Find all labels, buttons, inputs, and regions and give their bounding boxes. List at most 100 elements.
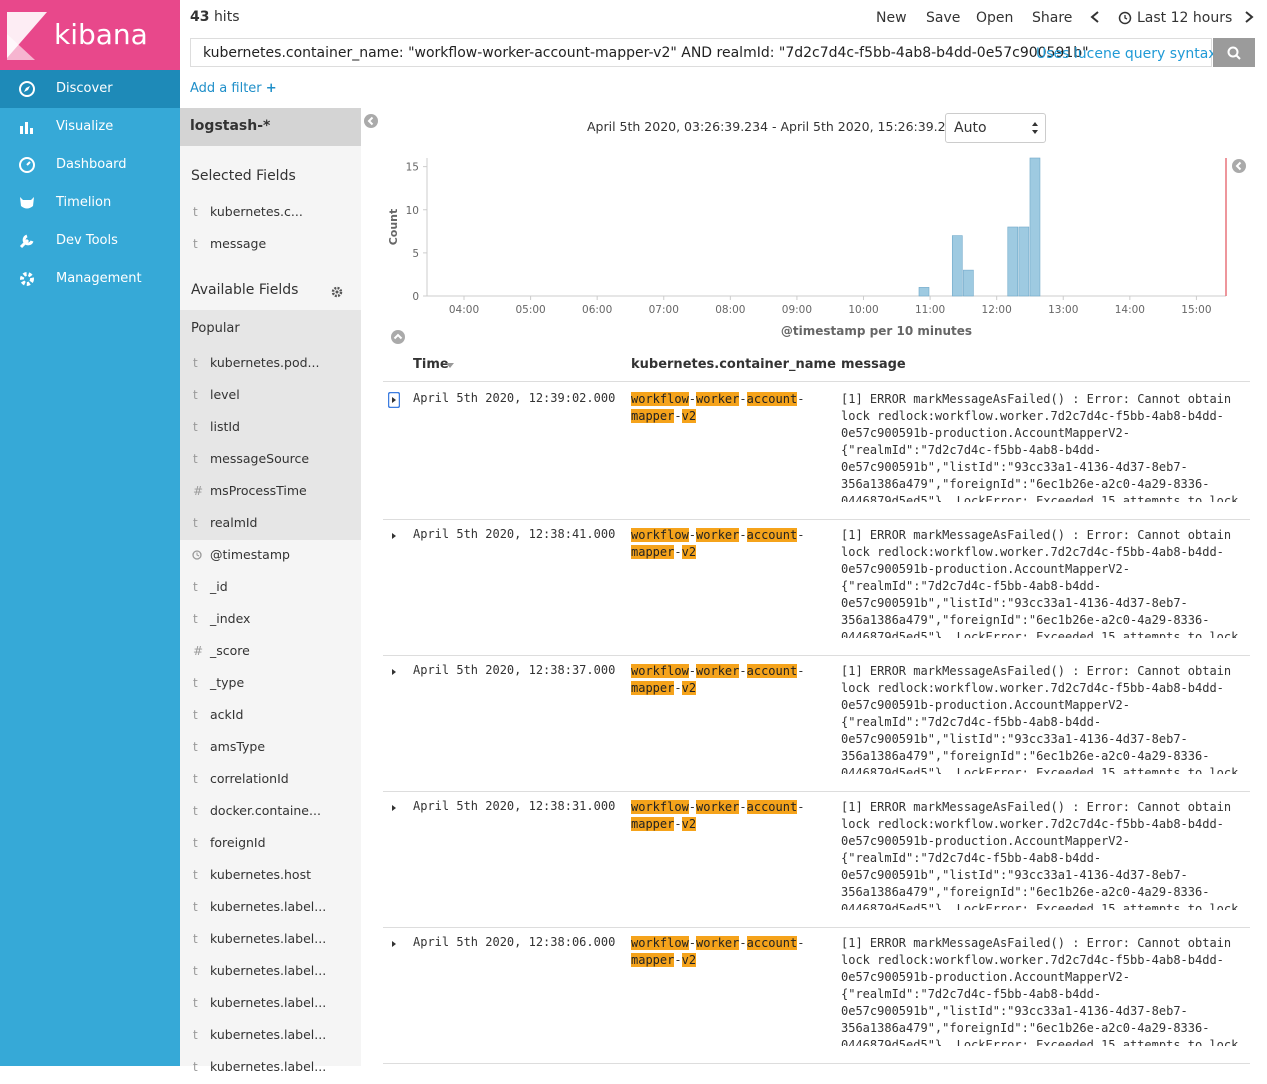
next-page[interactable] [1231,158,1247,174]
separator: - [797,800,805,814]
nav-label: Discover [56,81,113,96]
nav-icon [20,197,34,209]
index-pattern[interactable]: logstash-* [180,108,361,146]
field-item[interactable]: t foreignId [180,828,361,860]
sort-icon[interactable] [446,363,454,369]
field-name: level [210,387,240,402]
bar [951,235,963,297]
query-text: kubernetes.container_name: "workflow-wor… [203,45,1089,61]
hits: 43 hits [190,9,239,25]
time-picker[interactable]: Last 12 hours [1137,10,1233,26]
top-action[interactable]: Save [926,10,961,26]
field-type: t [193,205,198,219]
field-type: t [193,804,198,818]
field-item[interactable]: t kubernetes.label... [180,1052,361,1084]
y-tick-label: 0 [412,291,419,303]
nav-item[interactable]: Dashboard [0,146,180,184]
doc-time: April 5th 2020, 12:38:31.000 [413,799,616,813]
hits-count: 43 [190,9,210,25]
field-name: amsType [210,739,266,754]
top-action[interactable]: New [876,10,907,26]
logo[interactable]: kibana [0,0,180,75]
field-type: t [193,420,198,434]
nav-item[interactable]: Timelion [0,184,180,222]
top-action[interactable]: Share [1032,10,1073,26]
highlight: workflow [631,936,689,950]
field-item[interactable]: t kubernetes.label... [180,988,361,1020]
top-action[interactable]: Open [976,10,1014,26]
field-item[interactable]: t ackId [180,700,361,732]
doc-time: April 5th 2020, 12:39:02.000 [413,391,616,405]
field-type: t [193,772,198,786]
search-button[interactable] [1213,38,1255,67]
field-item[interactable]: t _id [180,572,361,604]
doc-container: workflow-worker-account-mapper-v2 [631,935,823,969]
field-type: t [193,580,198,594]
collapse-chart[interactable] [390,329,406,345]
field-item[interactable]: t kubernetes.host [180,860,361,892]
x-tick-label: 14:00 [1115,304,1145,316]
field-item[interactable]: t kubernetes.label... [180,956,361,988]
x-tick-label: 15:00 [1181,304,1211,316]
field-name: messageSource [210,451,310,466]
interval-value: Auto [954,120,987,136]
field-name: kubernetes.host [210,867,311,882]
field-type: t [193,516,198,530]
field-type: t [193,452,198,466]
separator: - [688,664,697,678]
field-item[interactable]: t message [180,229,361,261]
column-header: kubernetes.container_name [631,357,836,372]
separator: - [797,936,805,950]
separator: - [688,528,697,542]
nav-item[interactable]: Discover [0,70,180,108]
field-item[interactable]: t kubernetes.label... [180,1020,361,1052]
highlight: mapper [631,953,675,967]
doc-message: [1] ERROR markMessageAsFailed() : Error:… [841,936,1239,1046]
add-filter-label: Add a filter [190,81,262,96]
expand-toggle[interactable] [388,528,400,544]
field-item[interactable]: t kubernetes.label... [180,924,361,956]
add-filter[interactable]: Add a filter + [190,81,277,96]
field-name: kubernetes.label... [210,995,327,1010]
nav-item[interactable]: Dev Tools [0,222,180,260]
next-time[interactable] [1243,10,1255,24]
x-tick-label: 06:00 [582,304,612,316]
field-item[interactable]: t kubernetes.label... [180,892,361,924]
syntax-link[interactable]: Uses lucene query syntax [1036,46,1217,62]
field-item[interactable]: t realmId [180,508,361,540]
field-item[interactable]: @timestamp [180,540,361,572]
collapse-fields[interactable] [363,113,379,129]
histogram: 0 5 10 15 04:00 05:00 06:00 07:00 08:00 09:00 10:0… [387,157,1227,338]
highlight: worker [696,664,740,678]
field-item[interactable]: # _score [180,636,361,668]
query-input[interactable]: kubernetes.container_name: "workflow-wor… [190,38,1217,67]
expand-toggle[interactable] [388,392,400,408]
nav-item[interactable]: Visualize [0,108,180,146]
field-type: t [193,1060,198,1074]
field-item[interactable]: t amsType [180,732,361,764]
field-item[interactable]: t listId [180,412,361,444]
nav-item[interactable]: Management [0,260,180,298]
expand-toggle[interactable] [388,800,400,816]
interval-select[interactable]: Auto [945,113,1046,143]
field-item[interactable]: t correlationId [180,764,361,796]
field-item[interactable]: t _index [180,604,361,636]
x-tick-label: 12:00 [982,304,1012,316]
field-item[interactable]: # msProcessTime [180,476,361,508]
field-name: _score [210,643,250,658]
field-type: # [193,484,204,498]
field-item[interactable]: t _type [180,668,361,700]
field-item[interactable]: t docker.containe... [180,796,361,828]
highlight: account [746,800,798,814]
expand-toggle[interactable] [388,664,400,680]
settings-icon[interactable] [331,286,343,298]
field-item[interactable]: t kubernetes.pod... [180,348,361,380]
field-item[interactable]: t kubernetes.c... [180,197,361,229]
highlight: workflow [631,392,689,406]
prev-time[interactable] [1089,10,1101,24]
nav-label: Dev Tools [56,233,118,248]
field-item[interactable]: t messageSource [180,444,361,476]
field-item[interactable]: t level [180,380,361,412]
doc-container: workflow-worker-account-mapper-v2 [631,527,823,561]
expand-toggle[interactable] [388,936,400,952]
